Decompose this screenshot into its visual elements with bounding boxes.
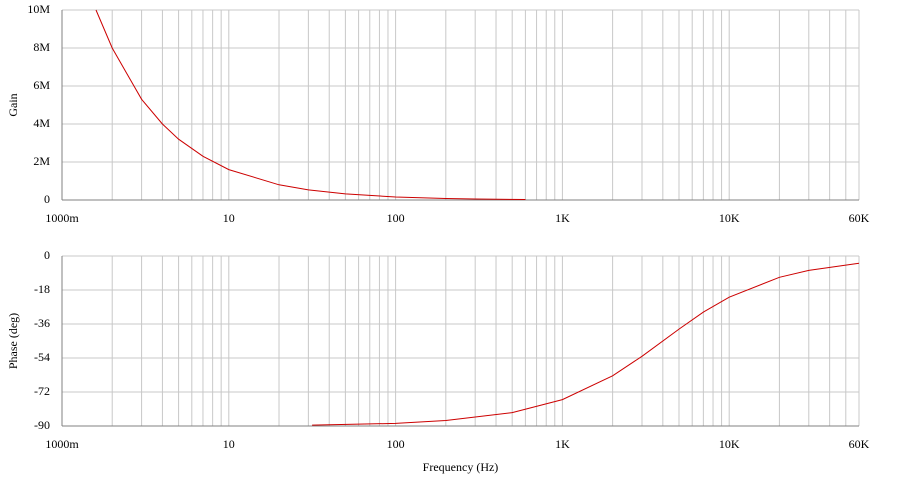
y-tick-label: 0 [44, 248, 50, 262]
x-tick-label: 10 [223, 211, 235, 225]
y-axis-label: Gain [6, 93, 20, 116]
y-tick-label: 0 [44, 192, 50, 206]
x-tick-label: 10 [223, 437, 235, 451]
y-tick-label: 8M [33, 40, 50, 54]
y-tick-label: -18 [34, 282, 50, 296]
x-tick-label: 60K [849, 211, 870, 225]
x-tick-label: 10K [719, 211, 740, 225]
x-tick-label: 100 [387, 437, 405, 451]
x-axis-label: Frequency (Hz) [423, 460, 499, 474]
y-axis-label: Phase (deg) [6, 313, 20, 369]
y-tick-label: 6M [33, 78, 50, 92]
y-tick-label: 4M [33, 116, 50, 130]
x-tick-label: 60K [849, 437, 870, 451]
y-tick-label: -90 [34, 418, 50, 432]
x-tick-label: 1K [555, 437, 570, 451]
y-tick-label: 10M [27, 2, 50, 16]
data-line [312, 262, 860, 426]
x-tick-label: 1K [555, 211, 570, 225]
y-tick-label: -36 [34, 316, 50, 330]
x-tick-label: 100 [387, 211, 405, 225]
x-tick-label: 1000m [45, 437, 79, 451]
y-tick-label: 2M [33, 154, 50, 168]
y-tick-label: -54 [34, 350, 50, 364]
x-tick-label: 10K [719, 437, 740, 451]
x-tick-label: 1000m [45, 211, 79, 225]
data-line [95, 9, 526, 200]
y-tick-label: -72 [34, 384, 50, 398]
